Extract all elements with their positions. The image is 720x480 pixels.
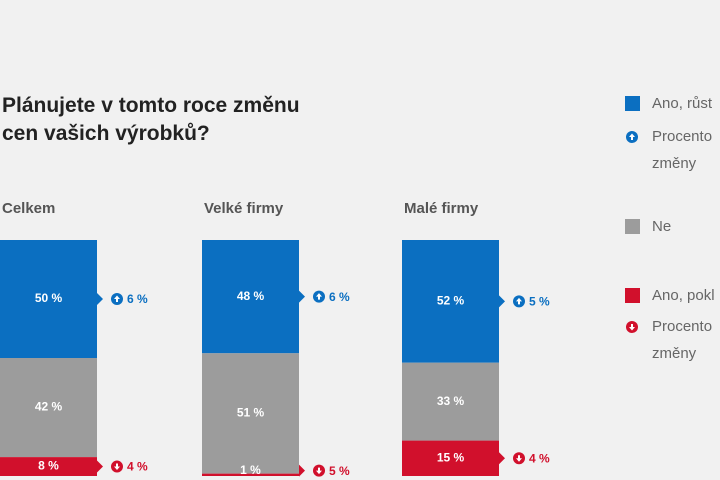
bar-segment (0, 358, 97, 458)
category-label: Celkem (2, 200, 56, 217)
change-pointer (97, 460, 103, 473)
change-pointer (97, 293, 103, 305)
bar-segment (402, 240, 499, 363)
change-pointer (299, 464, 305, 477)
change-label: 5 % (529, 295, 550, 309)
change-label: 4 % (529, 451, 550, 465)
change-arrow (114, 295, 120, 302)
change-arrow (316, 467, 322, 475)
change-label: 4 % (127, 460, 148, 474)
legend-swatch (625, 288, 640, 303)
change-arrow (516, 297, 522, 305)
legend-label: Ano, pokl (652, 287, 715, 304)
change-label: 6 % (329, 290, 350, 304)
legend-swatch (625, 219, 640, 234)
category-label: Velké firmy (204, 200, 284, 217)
bar-segment (402, 440, 499, 476)
bar-segment (0, 457, 97, 476)
change-arrow (316, 293, 322, 300)
change-label: 5 % (329, 464, 350, 478)
category-label: Malé firmy (404, 200, 479, 217)
value-label: 52 % (437, 294, 465, 308)
value-label: 15 % (437, 450, 465, 464)
value-label: 1 % (240, 463, 261, 477)
legend-label: Ne (652, 218, 672, 235)
value-label: 42 % (35, 400, 63, 414)
bar-segment (202, 353, 299, 474)
legend-label: Procento změny (652, 318, 713, 362)
bar-segment (202, 240, 299, 354)
value-label: 50 % (35, 291, 63, 305)
value-label: 51 % (237, 406, 265, 420)
change-arrow (629, 324, 635, 331)
chart-title: Plánujete v tomto roce změnu cen vašich … (2, 94, 300, 145)
change-label: 6 % (127, 292, 148, 306)
change-pointer (499, 295, 505, 308)
change-pointer (299, 290, 305, 303)
change-pointer (499, 452, 505, 465)
legend-label: Ano, růst (652, 95, 713, 112)
value-label: 48 % (237, 289, 265, 303)
bar-segment (402, 362, 499, 441)
change-arrow (629, 133, 635, 140)
value-label: 33 % (437, 394, 465, 408)
change-arrow (516, 455, 522, 462)
bar-segment (0, 240, 97, 358)
bar-segment (202, 473, 299, 476)
legend-label: Procento změny (652, 128, 713, 172)
legend-swatch (625, 96, 640, 111)
value-label: 8 % (38, 459, 59, 473)
change-arrow (114, 463, 120, 471)
